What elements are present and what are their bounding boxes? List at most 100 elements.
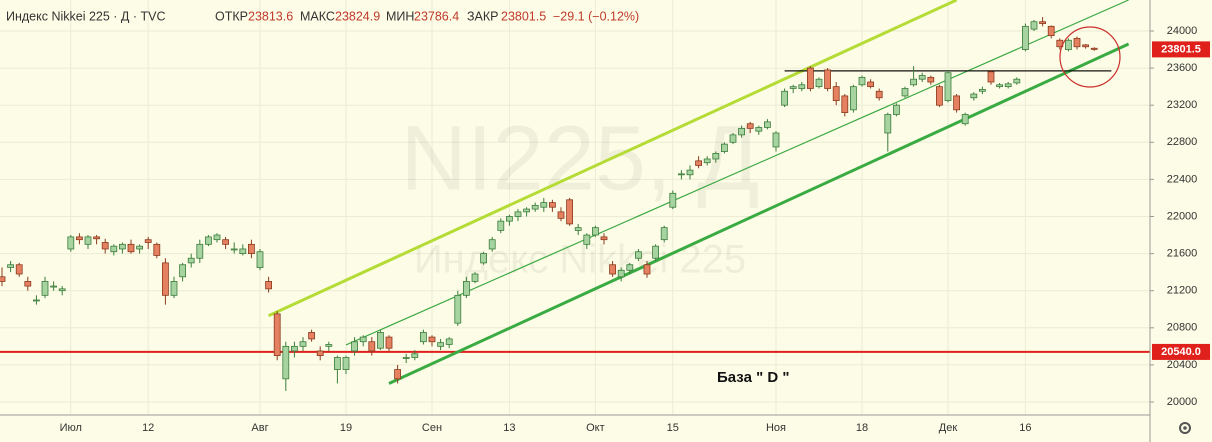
candle-body: [850, 86, 857, 111]
x-tick-label: 19: [340, 422, 352, 434]
header-title: Индекс Nikkei 225 · Д · TVC: [6, 9, 166, 23]
y-tick-label: 21600: [1167, 248, 1198, 260]
candle-body: [0, 276, 6, 282]
candle-body: [781, 90, 788, 106]
candle-body: [299, 341, 307, 347]
x-tick-label: Дек: [939, 422, 958, 434]
candle-body: [462, 281, 470, 296]
candle-body: [617, 269, 625, 278]
candle-body: [574, 227, 582, 231]
candle-body: [394, 369, 402, 380]
candle-body: [50, 285, 57, 288]
trend-line: [267, 0, 958, 318]
candle-body: [1004, 83, 1012, 88]
candle-body: [549, 202, 556, 208]
candle-body: [385, 336, 393, 349]
candle-body: [721, 143, 728, 152]
candle-body: [351, 341, 359, 352]
candle-body: [703, 158, 711, 164]
candle-body: [144, 239, 152, 243]
candle-body: [893, 104, 900, 115]
x-tick-label: Авг: [251, 422, 268, 434]
candle-body: [600, 236, 608, 241]
candle-body: [1065, 39, 1072, 50]
candle-body: [471, 273, 479, 282]
annotation: База " D ": [717, 369, 789, 386]
gear-hub[interactable]: [1183, 426, 1187, 430]
candle-body: [531, 204, 539, 210]
x-tick-label: Ноя: [766, 422, 786, 434]
header: Индекс Nikkei 225 · Д · TVC ОТКР 23813.6…: [6, 9, 639, 23]
candle-body: [901, 88, 909, 97]
candle-body: [58, 288, 66, 292]
settings-button[interactable]: [1179, 422, 1191, 434]
candle-body: [325, 344, 333, 347]
x-tick-label: 15: [667, 422, 679, 434]
y-tick-label: 22400: [1167, 173, 1198, 185]
candle-body: [110, 245, 118, 253]
low-label: МИН: [386, 9, 414, 23]
candle-body: [402, 357, 410, 359]
watermark: NI225, Д: [401, 107, 760, 209]
candle-body: [514, 211, 522, 217]
candle-body: [953, 95, 960, 111]
candle-body: [609, 264, 616, 275]
candle-body: [290, 345, 298, 352]
candle-body: [979, 89, 986, 92]
candle-body: [437, 342, 445, 347]
grid: [0, 0, 1150, 415]
gear-icon[interactable]: [1179, 422, 1191, 434]
candle-body: [1039, 21, 1046, 24]
candle-body: [505, 216, 513, 222]
candle-body: [918, 75, 926, 80]
candle-body: [867, 81, 874, 88]
candle-body: [686, 169, 694, 176]
candle-body: [222, 239, 230, 245]
candle-body: [566, 199, 573, 225]
candle-body: [256, 251, 264, 268]
candle-body: [746, 123, 754, 129]
candle-body: [136, 245, 144, 250]
x-tick-label: 18: [856, 422, 868, 434]
candle-body: [119, 243, 126, 250]
candle-body: [179, 264, 187, 278]
y-tick-label: 23200: [1167, 99, 1198, 111]
candle-body: [961, 114, 969, 125]
candle-body: [1073, 38, 1081, 48]
close-label: ЗАКР: [467, 9, 499, 23]
x-tick-label: Сен: [422, 422, 442, 434]
candle-body: [101, 242, 109, 250]
candle-body: [488, 239, 496, 250]
y-tick-label: 20000: [1167, 396, 1198, 408]
candle-body: [187, 257, 195, 264]
low-value: 23786.4: [414, 9, 459, 23]
candle-body: [1030, 21, 1038, 30]
candle-body: [93, 236, 100, 240]
candle-body: [428, 336, 436, 343]
candle-body: [342, 357, 350, 370]
open-value: 23813.6: [248, 9, 293, 23]
candle-body: [987, 71, 995, 83]
candle-body: [454, 294, 462, 324]
candle-body: [712, 153, 720, 160]
candle-body: [678, 173, 685, 176]
candle-body: [170, 281, 178, 296]
candle-body: [557, 211, 565, 219]
candle-body: [7, 264, 14, 268]
candle-body: [1090, 47, 1098, 50]
candle-body: [273, 313, 281, 357]
candle-body: [910, 78, 917, 86]
candle-body: [583, 234, 591, 245]
y-tick-label: 22000: [1167, 210, 1198, 222]
last-price-tag-bg: [1152, 41, 1210, 58]
candle-body: [970, 93, 978, 99]
candle-body: [807, 67, 814, 89]
candle-body: [230, 248, 238, 251]
candle-body: [411, 353, 419, 358]
last-price-tag: 23801.5: [1161, 43, 1201, 55]
candle-body: [643, 264, 651, 275]
candle-body: [841, 95, 849, 114]
candle-body: [592, 227, 599, 236]
y-tick-label: 22800: [1167, 136, 1198, 148]
